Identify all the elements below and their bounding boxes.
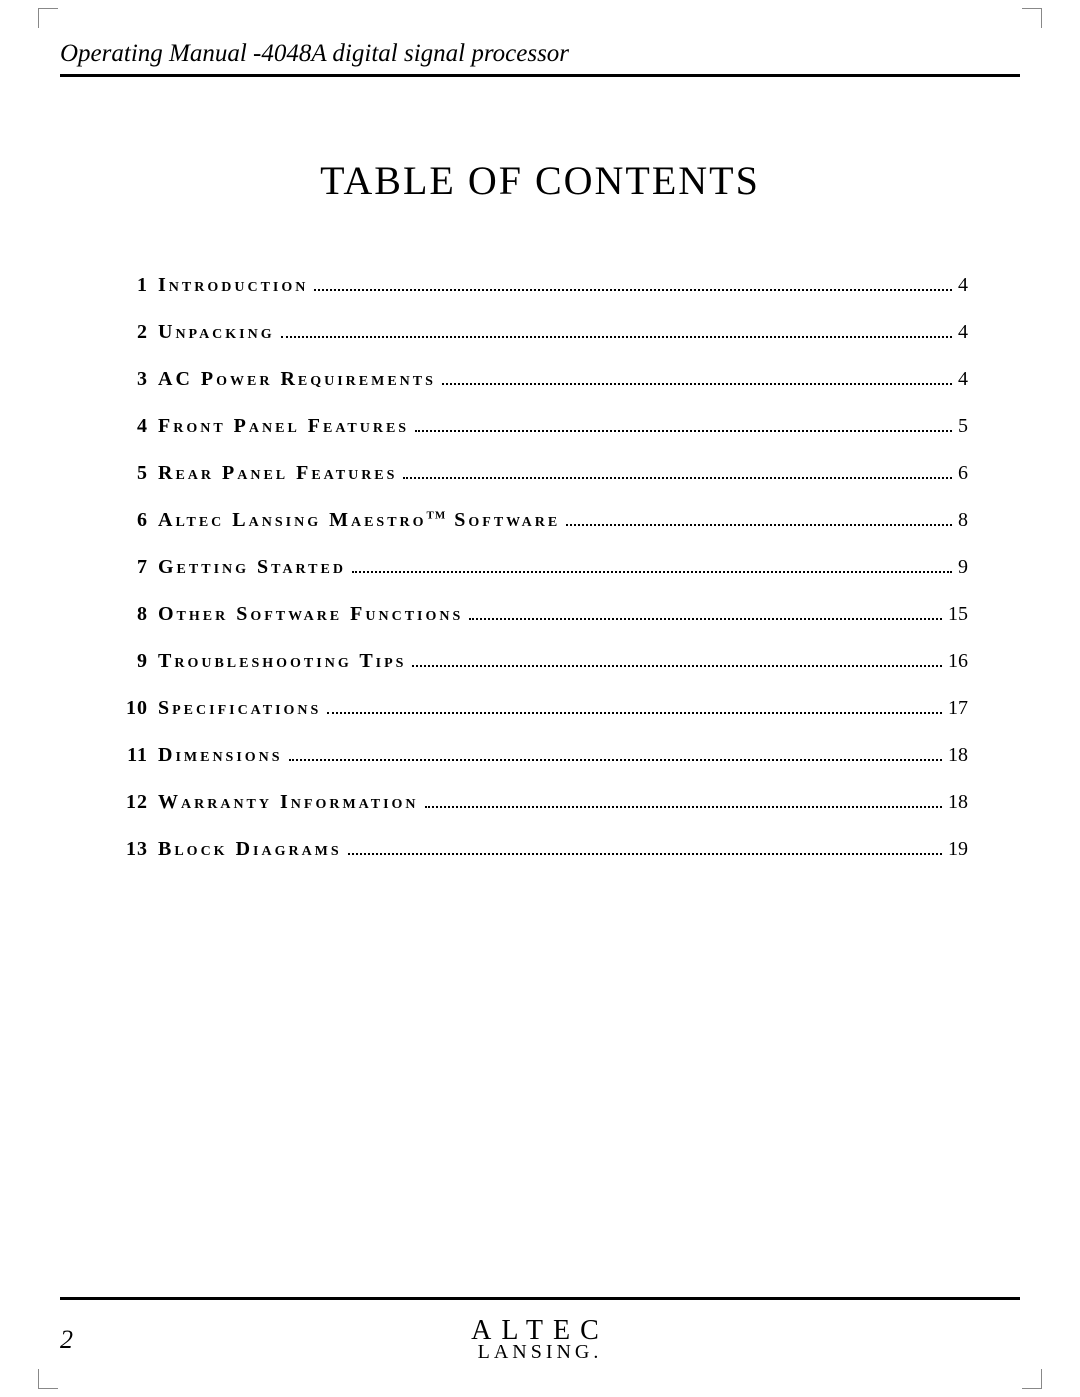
toc-page-number: 19	[948, 838, 968, 861]
toc-row: 10 Specifications 17	[112, 697, 968, 720]
toc-number: 1	[112, 274, 148, 297]
toc-row: 11 Dimensions 18	[112, 744, 968, 767]
toc-page-number: 6	[958, 462, 968, 485]
table-of-contents: 1 Introduction 4 2 Unpacking 4 3 AC Power Requi…	[112, 274, 968, 885]
toc-leader-dots	[425, 806, 942, 808]
toc-leader-dots	[566, 524, 952, 526]
toc-row: 8 Other Software Functions 15	[112, 603, 968, 626]
page-title: TABLE OF CONTENTS	[60, 157, 1020, 204]
toc-row: 13 Block Diagrams 19	[112, 838, 968, 861]
toc-label: Altec Lansing MaestroTM Software	[158, 509, 560, 532]
toc-page-number: 18	[948, 791, 968, 814]
toc-label: Troubleshooting Tips	[158, 650, 406, 673]
toc-row: 6 Altec Lansing MaestroTM Software 8	[112, 509, 968, 532]
toc-row: 1 Introduction 4	[112, 274, 968, 297]
toc-row: 5 Rear Panel Features 6	[112, 462, 968, 485]
toc-leader-dots	[415, 430, 952, 432]
toc-leader-dots	[289, 759, 942, 761]
toc-row: 12 Warranty Information 18	[112, 791, 968, 814]
toc-leader-dots	[281, 336, 952, 338]
toc-number: 3	[112, 368, 148, 391]
toc-number: 8	[112, 603, 148, 626]
toc-page-number: 8	[958, 509, 968, 532]
toc-row: 4 Front Panel Features 5	[112, 415, 968, 438]
toc-label: Block Diagrams	[158, 838, 342, 861]
toc-leader-dots	[348, 853, 942, 855]
toc-number: 10	[112, 697, 148, 720]
toc-page-number: 15	[948, 603, 968, 626]
brand-line-2: LANSING.	[471, 1343, 609, 1361]
toc-label: Specifications	[158, 697, 321, 720]
toc-page-number: 4	[958, 368, 968, 391]
toc-row: 2 Unpacking 4	[112, 321, 968, 344]
toc-label: Unpacking	[158, 321, 275, 344]
page-number: 2	[60, 1325, 73, 1355]
toc-leader-dots	[442, 383, 952, 385]
toc-label: Getting Started	[158, 556, 346, 579]
toc-leader-dots	[314, 289, 952, 291]
toc-label: Other Software Functions	[158, 603, 463, 626]
toc-page-number: 5	[958, 415, 968, 438]
toc-leader-dots	[403, 477, 952, 479]
toc-row: 7 Getting Started 9	[112, 556, 968, 579]
toc-leader-dots	[352, 571, 952, 573]
toc-number: 2	[112, 321, 148, 344]
toc-number: 13	[112, 838, 148, 861]
page-footer: 2 ALTEC LANSING.	[60, 1297, 1020, 1367]
toc-label: Introduction	[158, 274, 308, 297]
toc-label: Rear Panel Features	[158, 462, 397, 485]
brand-logo: ALTEC LANSING.	[471, 1318, 609, 1361]
toc-page-number: 4	[958, 274, 968, 297]
crop-mark	[1022, 8, 1042, 28]
trademark-icon: TM	[427, 509, 447, 521]
toc-leader-dots	[327, 712, 942, 714]
toc-label: Dimensions	[158, 744, 283, 767]
toc-page-number: 4	[958, 321, 968, 344]
toc-row: 3 AC Power Requirements 4	[112, 368, 968, 391]
toc-label: Front Panel Features	[158, 415, 409, 438]
toc-number: 5	[112, 462, 148, 485]
crop-mark	[1022, 1369, 1042, 1389]
page-header: Operating Manual -4048A digital signal p…	[60, 40, 1020, 77]
brand-line-1: ALTEC	[471, 1318, 609, 1343]
crop-mark	[38, 8, 58, 28]
toc-page-number: 9	[958, 556, 968, 579]
spacer	[60, 885, 1020, 1297]
toc-leader-dots	[412, 665, 942, 667]
toc-row: 9 Troubleshooting Tips 16	[112, 650, 968, 673]
toc-label: Warranty Information	[158, 791, 419, 814]
toc-number: 7	[112, 556, 148, 579]
page: Operating Manual -4048A digital signal p…	[0, 0, 1080, 1397]
toc-number: 12	[112, 791, 148, 814]
toc-page-number: 18	[948, 744, 968, 767]
crop-mark	[38, 1369, 58, 1389]
toc-number: 6	[112, 509, 148, 532]
toc-leader-dots	[469, 618, 942, 620]
toc-number: 4	[112, 415, 148, 438]
toc-page-number: 16	[948, 650, 968, 673]
toc-page-number: 17	[948, 697, 968, 720]
toc-number: 9	[112, 650, 148, 673]
toc-label: AC Power Requirements	[158, 368, 436, 391]
toc-number: 11	[112, 744, 148, 767]
